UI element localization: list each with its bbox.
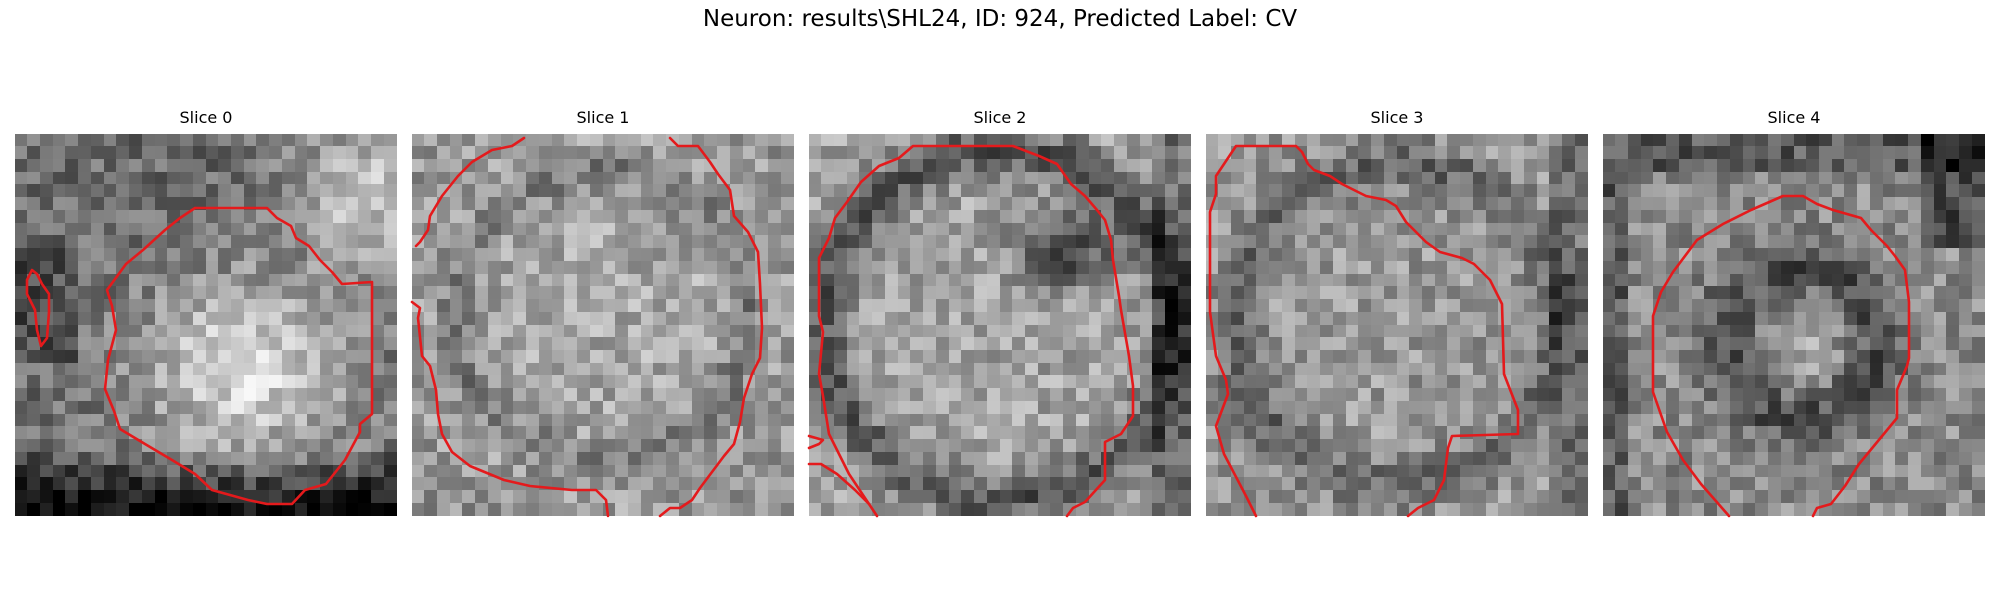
slice-panel-1: Slice 1	[410, 108, 794, 518]
slice-title-0: Slice 0	[179, 108, 233, 127]
contour-overlay-2	[807, 144, 1135, 518]
slice-image-2	[809, 134, 1191, 516]
slice-panel-4: Slice 4	[1603, 108, 1985, 518]
slice-panel-0: Slice 0	[15, 108, 397, 516]
slice-panel-3: Slice 3	[1206, 108, 1588, 518]
contour-line-1b	[658, 136, 764, 518]
contour-overlay-4	[1651, 194, 1911, 518]
contour-line-2c	[807, 462, 879, 518]
contour-line-1c	[410, 300, 610, 518]
contour-line-2b	[807, 434, 825, 450]
slice-title-4: Slice 4	[1767, 108, 1821, 127]
contour-overlay-1	[410, 136, 764, 518]
contour-overlay-0	[25, 206, 374, 506]
contour-line-0b	[25, 268, 51, 348]
slice-image-3	[1206, 134, 1588, 516]
slice-title-1: Slice 1	[576, 108, 630, 127]
slice-image-0	[15, 134, 397, 516]
contour-line-0a	[103, 206, 374, 506]
contour-line-2a	[817, 144, 1135, 518]
contour-line-1a	[414, 136, 526, 248]
slice-panel-2: Slice 2	[807, 108, 1191, 518]
contour-line-3a	[1208, 144, 1520, 518]
contour-line-4a	[1651, 194, 1911, 518]
figure-title: Neuron: results\SHL24, ID: 924, Predicte…	[702, 6, 1298, 32]
slice-title-2: Slice 2	[973, 108, 1027, 127]
contour-overlay-3	[1208, 144, 1520, 518]
slice-title-3: Slice 3	[1370, 108, 1424, 127]
slice-image-4	[1603, 134, 1985, 516]
